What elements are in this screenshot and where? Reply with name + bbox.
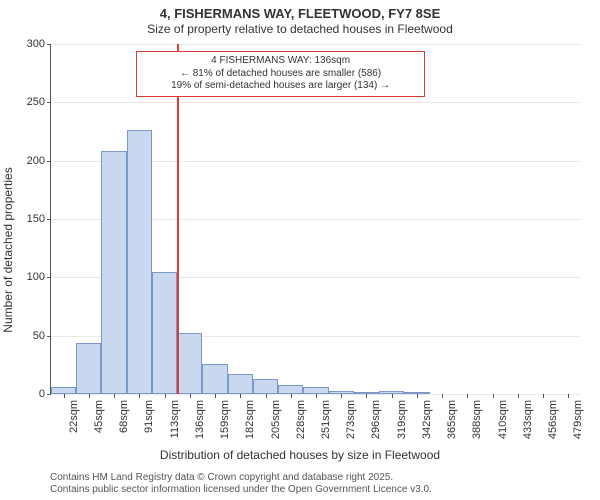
bar xyxy=(51,387,76,394)
x-tick xyxy=(518,394,519,398)
y-tick-label: 50 xyxy=(33,330,45,342)
y-tick xyxy=(47,336,51,337)
annotation-box: 4 FISHERMANS WAY: 136sqm← 81% of detache… xyxy=(136,51,426,97)
x-tick xyxy=(114,394,115,398)
x-tick-label: 91sqm xyxy=(143,400,155,433)
x-tick xyxy=(366,394,367,398)
x-tick-label: 205sqm xyxy=(270,400,282,439)
x-tick-label: 433sqm xyxy=(522,400,534,439)
y-tick-label: 200 xyxy=(27,155,45,167)
x-tick-label: 113sqm xyxy=(169,400,181,438)
x-tick xyxy=(341,394,342,398)
x-tick-label: 319sqm xyxy=(396,400,408,439)
credits: Contains HM Land Registry data © Crown c… xyxy=(50,472,432,496)
y-tick xyxy=(47,44,51,45)
y-tick xyxy=(47,394,51,395)
bar xyxy=(177,333,202,394)
x-tick-label: 273sqm xyxy=(345,400,357,439)
x-tick-label: 365sqm xyxy=(446,400,458,439)
x-tick-label: 68sqm xyxy=(118,400,130,433)
grid-line xyxy=(51,102,581,103)
chart-title: 4, FISHERMANS WAY, FLEETWOOD, FY7 8SE xyxy=(0,6,600,21)
x-tick xyxy=(89,394,90,398)
chart-container: 4, FISHERMANS WAY, FLEETWOOD, FY7 8SE Si… xyxy=(0,0,600,500)
bar xyxy=(76,343,101,394)
bar xyxy=(278,385,303,394)
x-tick xyxy=(543,394,544,398)
x-tick xyxy=(568,394,569,398)
y-tick xyxy=(47,277,51,278)
y-tick-label: 150 xyxy=(27,213,45,225)
bar xyxy=(253,379,278,394)
annotation-line: 19% of semi-detached houses are larger (… xyxy=(143,80,419,93)
y-tick-label: 100 xyxy=(27,271,45,283)
bar xyxy=(127,130,152,394)
plot-area: 05010015020025030022sqm45sqm68sqm91sqm11… xyxy=(50,44,581,395)
y-axis-label: Number of detached properties xyxy=(1,167,15,332)
x-tick-label: 228sqm xyxy=(295,400,307,439)
x-tick xyxy=(291,394,292,398)
x-tick-label: 45sqm xyxy=(93,400,105,433)
x-tick xyxy=(467,394,468,398)
x-tick xyxy=(316,394,317,398)
credits-line-2: Contains public sector information licen… xyxy=(50,484,432,496)
bar xyxy=(202,364,227,394)
x-tick xyxy=(64,394,65,398)
x-tick-label: 251sqm xyxy=(320,400,332,439)
y-tick-label: 300 xyxy=(27,38,45,50)
marker-line xyxy=(177,44,179,394)
x-tick-label: 479sqm xyxy=(572,400,584,439)
x-tick xyxy=(392,394,393,398)
x-tick xyxy=(240,394,241,398)
x-tick xyxy=(417,394,418,398)
chart-subtitle: Size of property relative to detached ho… xyxy=(0,22,600,36)
x-tick-label: 342sqm xyxy=(421,400,433,439)
bar xyxy=(152,272,177,395)
y-tick xyxy=(47,161,51,162)
bar xyxy=(101,151,126,394)
x-tick xyxy=(442,394,443,398)
x-axis-label: Distribution of detached houses by size … xyxy=(0,448,600,462)
y-tick-label: 0 xyxy=(39,388,45,400)
x-tick xyxy=(266,394,267,398)
x-tick-label: 136sqm xyxy=(194,400,206,439)
x-tick xyxy=(190,394,191,398)
x-tick-label: 182sqm xyxy=(244,400,256,439)
x-tick-label: 22sqm xyxy=(68,400,80,433)
bar xyxy=(303,387,328,394)
x-tick xyxy=(165,394,166,398)
y-tick-label: 250 xyxy=(27,96,45,108)
y-tick xyxy=(47,102,51,103)
x-tick-label: 159sqm xyxy=(219,400,231,439)
y-tick xyxy=(47,219,51,220)
bar xyxy=(228,374,253,394)
x-tick xyxy=(493,394,494,398)
x-tick-label: 456sqm xyxy=(547,400,559,439)
x-tick-label: 410sqm xyxy=(497,400,509,439)
credits-line-1: Contains HM Land Registry data © Crown c… xyxy=(50,472,432,484)
grid-line xyxy=(51,44,581,45)
x-tick xyxy=(139,394,140,398)
x-tick xyxy=(215,394,216,398)
x-tick-label: 296sqm xyxy=(370,400,382,439)
annotation-line: ← 81% of detached houses are smaller (58… xyxy=(143,68,419,81)
annotation-line: 4 FISHERMANS WAY: 136sqm xyxy=(143,55,419,68)
x-tick-label: 388sqm xyxy=(471,400,483,439)
